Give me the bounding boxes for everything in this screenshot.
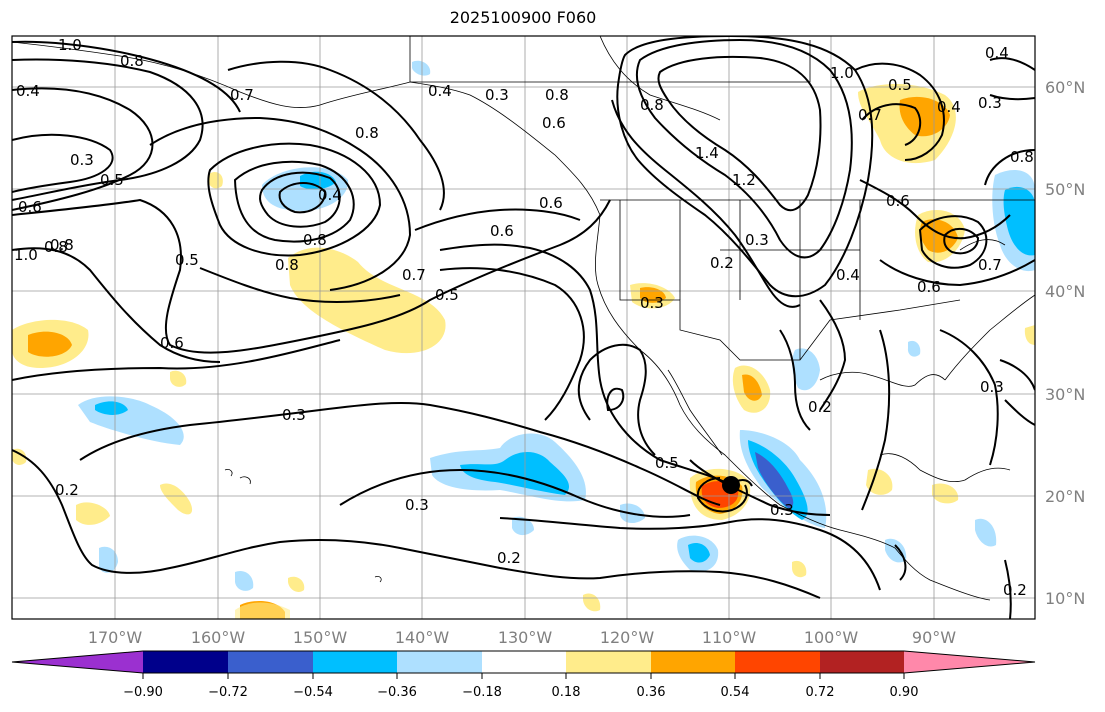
contour-label: 0.3 (282, 406, 306, 424)
storm-center-marker (722, 476, 740, 494)
contour-label: 0.3 (70, 151, 94, 169)
graticule (12, 36, 1035, 619)
contour-label: 0.8 (44, 238, 68, 256)
contour-label: 0.6 (917, 278, 941, 296)
lon-label: 120°W (600, 628, 655, 647)
contour-label: 0.7 (858, 106, 882, 124)
contour-label: 0.2 (497, 549, 521, 567)
contour-label: 0.5 (175, 251, 199, 269)
colorbar-tick-label: 0.36 (637, 685, 666, 700)
contour-label: 0.3 (978, 94, 1002, 112)
colorbar-tick-label: 0.72 (806, 685, 835, 700)
contour-label: 0.3 (745, 231, 769, 249)
contour-label: 0.6 (490, 222, 514, 240)
contour-label: 0.8 (640, 96, 664, 114)
contour-label: 0.6 (18, 198, 42, 216)
contour-label: 1.0 (830, 64, 854, 82)
contour-label: 0.4 (985, 44, 1009, 62)
lon-label: 150°W (293, 628, 348, 647)
contour-label: 0.8 (355, 124, 379, 142)
lon-label: 170°W (88, 628, 143, 647)
contour-label: 1.4 (695, 144, 719, 162)
contour-label: 1.0 (14, 246, 38, 264)
colorbar-extend-left (12, 651, 143, 673)
colorbar-extend-right (904, 651, 1035, 673)
contour-label: 0.4 (836, 266, 860, 284)
longitude-axis: 170°W 160°W 150°W 140°W 130°W 120°W 110°… (88, 628, 956, 647)
contour-label: 0.8 (1010, 148, 1034, 166)
contour-label: 0.5 (655, 454, 679, 472)
contour-label-group: 1.0 0.8 0.4 0.3 0.5 0.6 1.0 0.8 0.7 0.8 … (14, 36, 1034, 599)
contour-label: 0.7 (978, 256, 1002, 274)
colorbar-tick-label: −0.36 (377, 685, 417, 700)
colorbar-tick-label: −0.18 (462, 685, 502, 700)
contour-label: 0.2 (710, 254, 734, 272)
contour-label: 0.4 (318, 186, 342, 204)
lon-label: 130°W (498, 628, 553, 647)
map-title: 2025100900 F060 (449, 8, 597, 27)
colorbar-tick-label: −0.90 (123, 685, 163, 700)
colorbar-segment (482, 651, 566, 673)
contour-label: 0.6 (886, 192, 910, 210)
colorbar-tick-label: 0.90 (890, 685, 919, 700)
colorbar-segment (566, 651, 651, 673)
coastlines (12, 36, 1035, 601)
colorbar-segment (651, 651, 735, 673)
colorbar-segment (228, 651, 313, 673)
colorbar-tick-label: 0.54 (721, 685, 750, 700)
contour-label: 0.3 (640, 294, 664, 312)
latitude-axis: 60°N 50°N 40°N 30°N 20°N 10°N (1045, 78, 1085, 608)
contour-label: 0.8 (120, 52, 144, 70)
lon-label: 140°W (395, 628, 450, 647)
contour-label: 0.3 (980, 378, 1004, 396)
colorbar-tick-label: 0.18 (552, 685, 581, 700)
contour-label: 0.3 (770, 501, 794, 519)
contour-label: 0.6 (160, 334, 184, 352)
colorbar-segment (735, 651, 820, 673)
contour-label: 0.8 (50, 236, 74, 254)
contour-label: 0.4 (428, 82, 452, 100)
contour-label: 0.8 (545, 86, 569, 104)
contour-label: 0.4 (16, 82, 40, 100)
colorbar-segment (313, 651, 397, 673)
contour-label: 1.0 (58, 36, 82, 54)
contour-label: 0.8 (275, 256, 299, 274)
contour-label: 0.7 (402, 266, 426, 284)
contour-label: 0.2 (55, 481, 79, 499)
contour-label: 0.3 (485, 86, 509, 104)
lat-label: 10°N (1045, 589, 1085, 608)
contour-label: 0.2 (808, 398, 832, 416)
contour-label: 0.7 (230, 86, 254, 104)
colorbar-segment (397, 651, 482, 673)
contour-label: 0.4 (937, 98, 961, 116)
colorbar-tick-label: −0.72 (208, 685, 248, 700)
map-frame (11, 35, 1036, 620)
contour-label: 1.2 (732, 171, 756, 189)
colorbar-tick-label: −0.54 (293, 685, 333, 700)
colorbar-ticks (142, 673, 905, 679)
contour-label: 0.5 (435, 286, 459, 304)
contour-lines (12, 36, 1035, 619)
contour-label: 0.6 (542, 114, 566, 132)
lon-label: 160°W (191, 628, 246, 647)
lon-label: 100°W (804, 628, 859, 647)
lon-label: 90°W (912, 628, 956, 647)
colorbar-segment (143, 651, 228, 673)
lat-label: 40°N (1045, 282, 1085, 301)
contour-label: 0.8 (303, 231, 327, 249)
contour-label: 0.5 (888, 76, 912, 94)
colorbar: −0.90 −0.72 −0.54 −0.36 −0.18 0.18 0.36 … (11, 650, 1036, 700)
lat-label: 30°N (1045, 385, 1085, 404)
contour-label: 0.5 (100, 171, 124, 189)
contour-label: 0.3 (405, 496, 429, 514)
lat-label: 20°N (1045, 487, 1085, 506)
lat-label: 50°N (1045, 180, 1085, 199)
colorbar-segment (820, 651, 904, 673)
contour-label: 0.6 (539, 194, 563, 212)
lat-label: 60°N (1045, 78, 1085, 97)
contour-label: 0.2 (1003, 581, 1027, 599)
lon-label: 110°W (702, 628, 757, 647)
